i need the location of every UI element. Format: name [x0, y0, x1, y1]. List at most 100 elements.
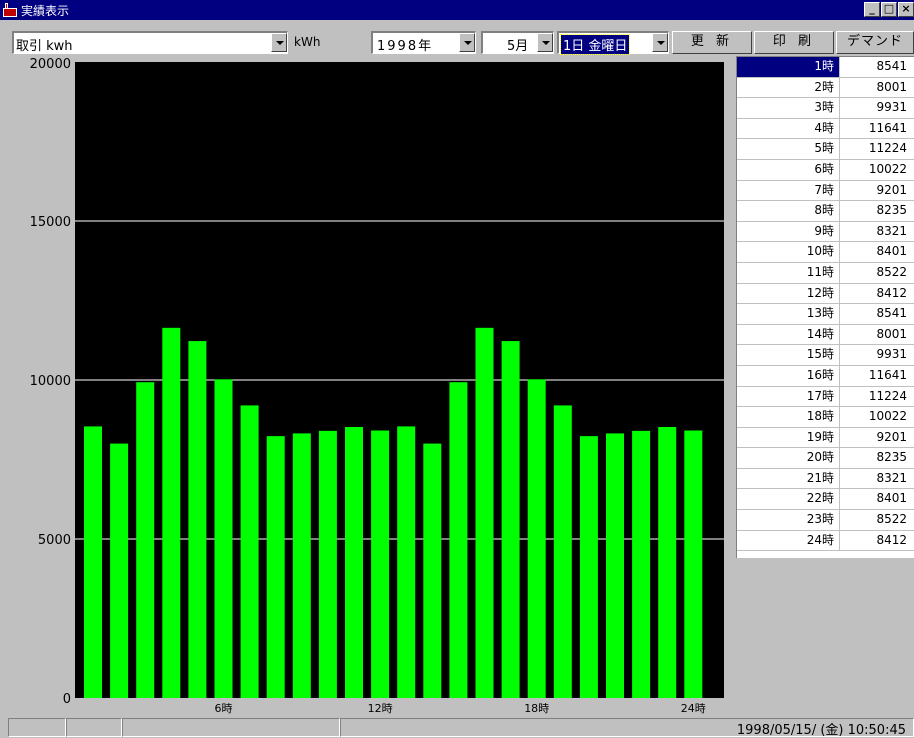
row-hour: 7時: [737, 180, 840, 201]
unit-label: kWh: [294, 35, 321, 49]
table-row[interactable]: 14時 8001: [737, 324, 914, 346]
print-button[interactable]: 印 刷: [754, 31, 834, 54]
minimize-button[interactable]: _: [864, 2, 880, 17]
y-tick-label: 20000: [30, 57, 71, 72]
bar: [371, 430, 390, 698]
row-value: 9201: [876, 182, 907, 197]
bar: [475, 327, 494, 698]
row-hour: 8時: [737, 201, 840, 221]
row-value: 8412: [876, 285, 907, 300]
table-row[interactable]: 2時 8001: [737, 77, 914, 99]
status-pane: [8, 718, 66, 737]
row-hour: 12時: [737, 283, 840, 304]
chevron-down-icon[interactable]: [459, 33, 475, 52]
chevron-down-icon[interactable]: [271, 33, 287, 52]
table-row[interactable]: 21時 8321: [737, 468, 914, 490]
table-row[interactable]: 22時 8401: [737, 489, 914, 511]
table-row[interactable]: 16時 11641: [737, 365, 914, 387]
app-icon: [2, 2, 18, 18]
table-row[interactable]: 23時 8522: [737, 510, 914, 531]
row-value: 8001: [876, 326, 907, 341]
close-button[interactable]: ×: [898, 2, 914, 17]
title-bar: 実績表示 _ □ ×: [0, 0, 914, 20]
row-value: 9931: [876, 347, 907, 362]
bar: [240, 405, 259, 698]
table-row[interactable]: 20時 8235: [737, 448, 914, 469]
chevron-down-icon[interactable]: [652, 33, 668, 52]
table-row[interactable]: 4時 11641: [737, 118, 914, 140]
day-select[interactable]: 1日 金曜日: [557, 31, 669, 55]
year-select[interactable]: 1998年: [371, 31, 476, 54]
row-value: 8412: [876, 532, 907, 547]
row-hour: 9時: [737, 221, 840, 242]
table-row[interactable]: 24時 8412: [737, 530, 914, 552]
bar: [658, 427, 677, 698]
toolbar: 取引 kwh kWh 1998年 5月 1日 金曜日 更 新 印 刷 デマンド: [0, 31, 914, 55]
bar: [684, 430, 703, 698]
table-row[interactable]: 3時 9931: [737, 98, 914, 119]
status-bar: 1998/05/15/ (金) 10:50:45: [0, 716, 914, 738]
data-type-select[interactable]: 取引 kwh: [12, 31, 288, 54]
bar: [214, 379, 233, 698]
row-hour: 6時: [737, 159, 840, 180]
table-row[interactable]: 18時 10022: [737, 407, 914, 428]
refresh-button[interactable]: 更 新: [672, 31, 752, 54]
row-hour: 17時: [737, 386, 840, 407]
bar: [292, 433, 311, 698]
y-tick-label: 10000: [30, 374, 71, 389]
bar: [501, 341, 520, 698]
maximize-button[interactable]: □: [881, 2, 897, 17]
y-tick-label: 15000: [30, 215, 71, 230]
row-value: 8321: [876, 470, 907, 485]
row-value: 8321: [876, 223, 907, 238]
row-hour: 1時: [737, 57, 840, 77]
row-hour: 21時: [737, 468, 840, 489]
row-value: 8541: [876, 59, 907, 73]
bar: [84, 426, 102, 698]
data-type-value: 取引 kwh: [16, 39, 73, 54]
bar: [423, 443, 442, 698]
table-row[interactable]: 7時 9201: [737, 180, 914, 202]
demand-button[interactable]: デマンド: [836, 31, 914, 54]
chevron-down-icon[interactable]: [537, 33, 553, 52]
table-row[interactable]: 12時 8412: [737, 283, 914, 305]
row-value: 11224: [868, 141, 907, 156]
bar: [266, 436, 285, 698]
row-hour: 3時: [737, 98, 840, 118]
row-value: 11641: [868, 120, 907, 135]
table-row[interactable]: 17時 11224: [737, 386, 914, 408]
status-datetime: 1998/05/15/ (金) 10:50:45: [736, 723, 906, 738]
row-hour: 4時: [737, 118, 840, 139]
row-hour: 13時: [737, 304, 840, 324]
month-value: 5月: [507, 39, 529, 54]
month-select[interactable]: 5月: [481, 31, 554, 54]
table-row[interactable]: 19時 9201: [737, 427, 914, 449]
row-value: 8235: [876, 450, 907, 465]
table-row[interactable]: 13時 8541: [737, 304, 914, 325]
row-value: 8401: [876, 491, 907, 506]
bar: [110, 443, 129, 698]
table-row[interactable]: 1時 8541: [737, 57, 914, 78]
window-title: 実績表示: [21, 3, 70, 18]
row-value: 8001: [876, 79, 907, 94]
table-row[interactable]: 5時 11224: [737, 139, 914, 160]
row-value: 11224: [868, 388, 907, 403]
bar: [527, 379, 546, 698]
row-value: 8401: [876, 244, 907, 259]
bar: [397, 426, 416, 698]
x-tick-label: 24時: [681, 702, 706, 715]
hourly-bar-chart: 0 5000 10000 15000 20000 6時 12時 18時 24時: [30, 57, 724, 715]
table-row[interactable]: 11時 8522: [737, 262, 914, 284]
row-hour: 19時: [737, 427, 840, 448]
row-value: 8235: [876, 203, 907, 218]
table-row[interactable]: 10時 8401: [737, 242, 914, 263]
x-tick-label: 12時: [368, 702, 393, 715]
table-row[interactable]: 8時 8235: [737, 201, 914, 222]
row-value: 8541: [876, 306, 907, 321]
bar: [579, 436, 598, 698]
day-value: 1日 金曜日: [559, 34, 631, 55]
table-row[interactable]: 9時 8321: [737, 221, 914, 243]
table-row[interactable]: 6時 10022: [737, 159, 914, 181]
bar: [345, 427, 363, 698]
table-row[interactable]: 15時 9931: [737, 345, 914, 366]
